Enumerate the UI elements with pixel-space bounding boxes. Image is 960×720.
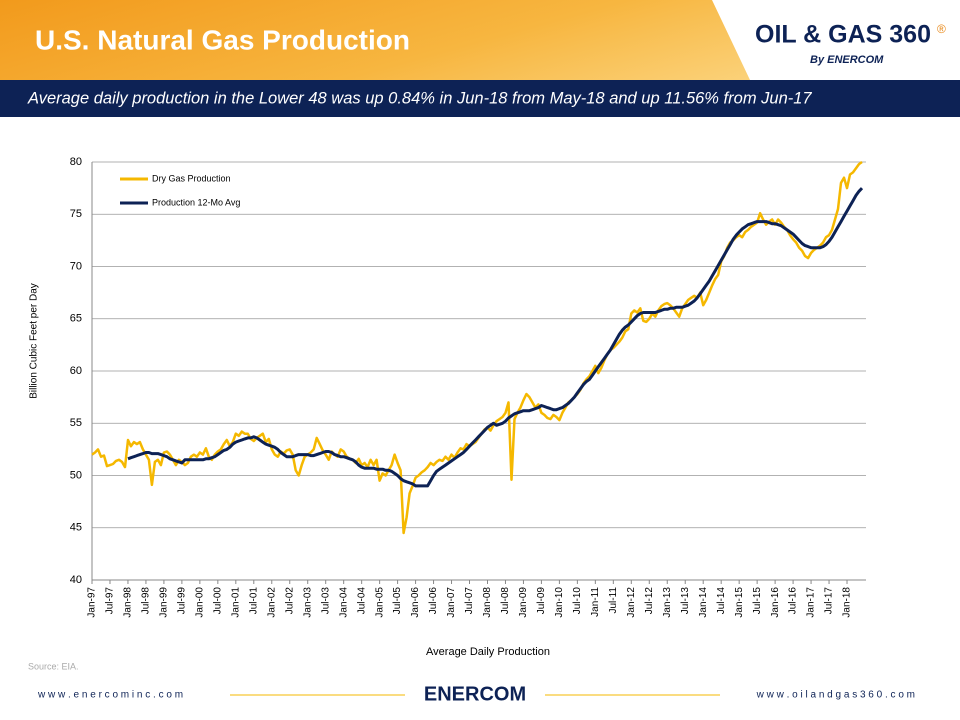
y-tick-label: 55 <box>70 417 82 429</box>
chart: 40 45 50 55 60 65 70 75 80 Jan-97 Jul-97 Jan-98 Jul-… <box>29 156 866 658</box>
legend-label: Production 12-Mo Avg <box>152 197 240 207</box>
x-tick-label: Jul-15 <box>752 587 763 615</box>
x-tick-label: Jan-15 <box>734 587 745 618</box>
x-tick-label: Jul-98 <box>141 587 152 615</box>
source: Source: EIA. <box>28 661 79 671</box>
series-line <box>127 187 864 488</box>
x-tick-label: Jul-09 <box>536 587 547 615</box>
x-tick-label: Jan-16 <box>770 587 781 618</box>
x-tick-label: Jul-03 <box>320 587 331 615</box>
x-tick-label: Jan-14 <box>698 587 709 618</box>
x-tick-label: Jan-07 <box>446 587 457 618</box>
y-tick-label: 40 <box>70 574 82 586</box>
x-tick-label: Jan-08 <box>482 587 493 618</box>
y-tick-label: 45 <box>70 522 82 534</box>
footer-url: w w w . o i l a n d g a s 3 6 0 . c o m <box>756 690 915 701</box>
x-tick-label: Jul-16 <box>788 587 799 615</box>
x-tick-label: Jul-06 <box>428 587 439 615</box>
slide-title: U.S. Natural Gas Production <box>35 24 410 55</box>
y-tick-label: 50 <box>70 469 82 481</box>
series-line <box>91 160 863 535</box>
x-tick-label: Jul-97 <box>105 587 116 615</box>
x-tick-label: Jul-05 <box>392 587 403 615</box>
x-tick-label: Jan-05 <box>374 587 385 618</box>
y-tick-label: 60 <box>70 365 82 377</box>
x-tick-label: Jul-08 <box>500 587 511 615</box>
logo-text: OIL & GAS 360 <box>755 21 931 49</box>
x-tick-label: Jan-06 <box>410 587 421 618</box>
x-tick-label: Jul-04 <box>356 587 367 615</box>
x-tick-label: Jan-13 <box>662 587 673 618</box>
logo-sub: By ENERCOM <box>810 54 884 66</box>
x-tick-label: Jan-17 <box>806 587 817 618</box>
logo-mark: ® <box>937 22 946 36</box>
x-tick-label: Jul-10 <box>572 587 583 615</box>
y-tick-label: 75 <box>70 208 82 220</box>
y-tick-label: 70 <box>70 260 82 272</box>
x-tick-label: Jul-12 <box>644 587 655 615</box>
y-tick-label: 65 <box>70 313 82 325</box>
x-tick-label: Jul-01 <box>248 587 259 615</box>
x-tick-label: Jul-99 <box>177 587 188 615</box>
x-tick-label: Jan-11 <box>590 587 601 617</box>
x-tick-label: Jul-13 <box>680 587 691 615</box>
x-tick-label: Jan-99 <box>159 587 170 618</box>
logo-panel <box>712 0 960 80</box>
x-tick-label: Jan-00 <box>195 587 206 618</box>
subtitle: Average daily production in the Lower 48… <box>27 89 812 107</box>
x-tick-label: Jan-01 <box>230 587 241 618</box>
x-tick-label: Jan-10 <box>554 587 565 618</box>
x-tick-label: Jul-17 <box>824 587 835 615</box>
y-tick-label: 80 <box>70 156 82 168</box>
subtitle-band <box>0 80 960 117</box>
x-tick-label: Jan-04 <box>338 587 349 618</box>
y-axis-label: Billion Cubic Feet per Day <box>29 283 40 399</box>
x-tick-label: Jan-12 <box>626 587 637 618</box>
x-tick-label: Jan-18 <box>842 587 853 618</box>
x-tick-label: Jan-03 <box>302 587 313 618</box>
x-tick-label: Jul-14 <box>716 587 727 615</box>
x-tick-label: Jan-97 <box>87 587 98 618</box>
x-tick-label: Jul-11 <box>608 587 619 614</box>
x-axis-label: Average Daily Production <box>426 646 550 658</box>
footer-brand: ENERCOM <box>424 683 526 705</box>
x-tick-label: Jul-02 <box>284 587 295 615</box>
x-tick-label: Jan-02 <box>266 587 277 618</box>
footer-url: w w w . e n e r c o m i n c . c o m <box>37 690 183 701</box>
x-tick-label: Jul-07 <box>464 587 475 615</box>
x-tick-label: Jan-98 <box>123 587 134 618</box>
x-tick-label: Jul-00 <box>212 587 223 615</box>
x-tick-label: Jan-09 <box>518 587 529 618</box>
legend-label: Dry Gas Production <box>152 173 231 183</box>
